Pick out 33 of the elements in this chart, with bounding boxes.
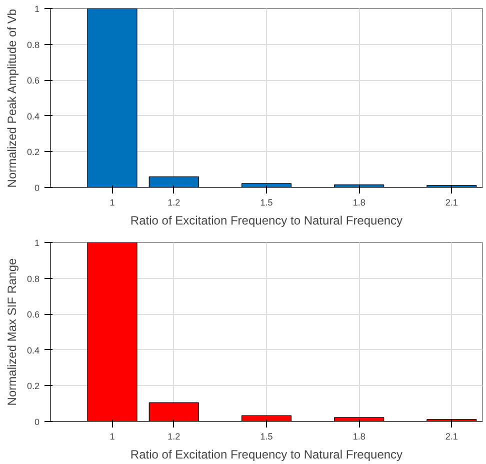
x-tick-label: 1 [110, 432, 115, 442]
x-tick-label: 1.2 [168, 432, 180, 442]
y-tick-label: 0.6 [26, 310, 40, 320]
y-tick-label: 0.4 [26, 111, 40, 122]
x-tick-label: 1.5 [260, 432, 273, 442]
x-tick-label: 1 [110, 198, 115, 208]
x-tick-label: 1.8 [352, 198, 366, 208]
y-tick-label: 0.4 [26, 345, 40, 356]
bar [148, 402, 200, 422]
y-tick-label: 0 [34, 417, 40, 427]
bar [148, 176, 200, 188]
y-tick-label: 0 [34, 183, 40, 193]
x-tick-label: 1.8 [352, 432, 366, 442]
x-axis-title: Ratio of Excitation Frequency to Natural Frequency [130, 448, 403, 462]
bar [241, 183, 292, 188]
y-axis-title: Normalized Max SIF Range [4, 258, 19, 406]
x-tick-label: 1.5 [260, 198, 273, 208]
y-tick-label: 0.6 [26, 76, 40, 86]
x-axis-title: Ratio of Excitation Frequency to Natural Frequency [130, 214, 403, 228]
y-tick-label: 0.8 [26, 274, 40, 284]
x-tick-label: 2.1 [445, 198, 458, 208]
bar [87, 242, 138, 422]
y-tick-label: 0.8 [26, 40, 40, 50]
y-tick-label: 1 [34, 238, 40, 248]
y-tick-label: 0.2 [26, 381, 40, 392]
bar [87, 8, 138, 188]
y-axis-title: Normalized Peak Amplitude of Vb [4, 8, 19, 188]
y-tick-label: 1 [34, 4, 40, 14]
bar [241, 415, 292, 422]
bar [334, 417, 384, 422]
x-tick-label: 2.1 [445, 432, 458, 442]
y-tick-label: 0.2 [26, 147, 40, 158]
x-tick-label: 1.2 [168, 198, 180, 208]
